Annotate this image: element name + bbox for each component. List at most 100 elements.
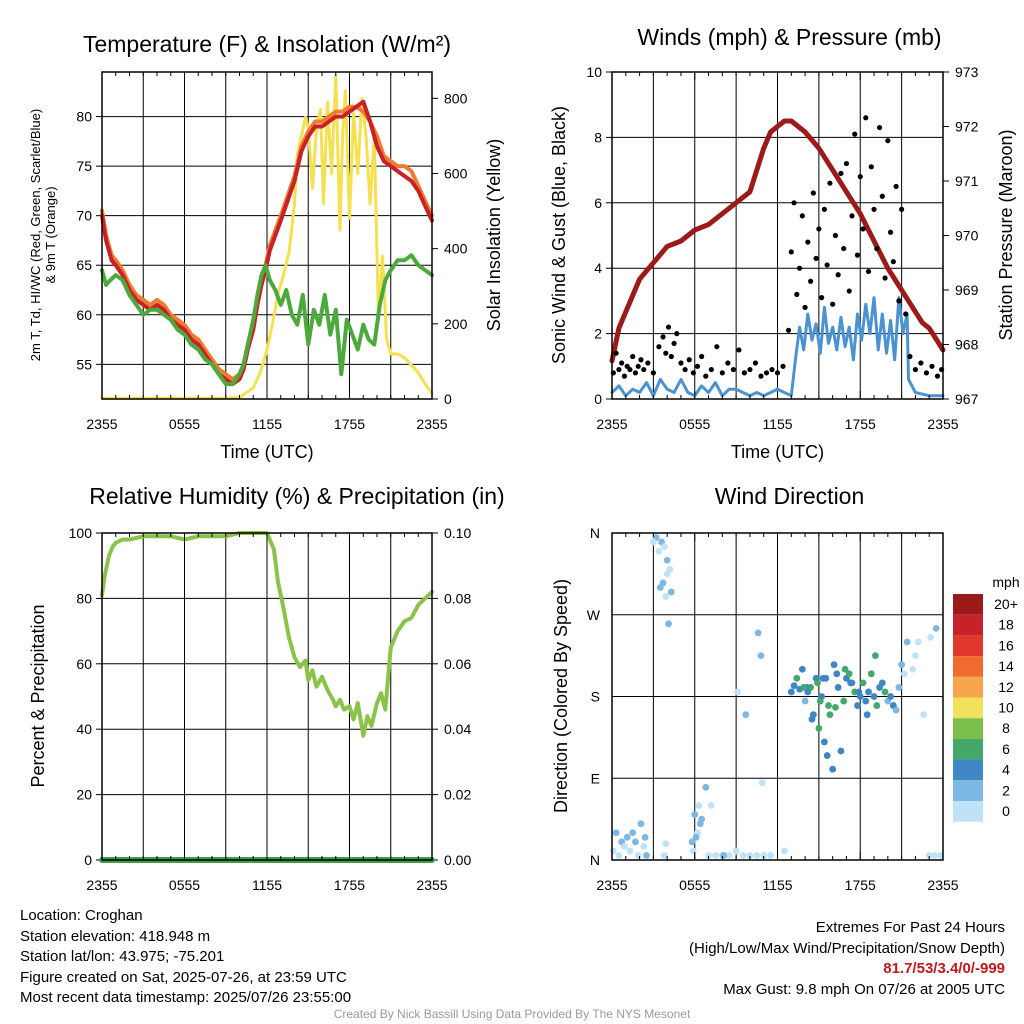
direction-point <box>662 840 670 848</box>
gust-point <box>879 193 885 199</box>
temp-x-tick-label: 2355 <box>416 416 447 432</box>
direction-point <box>649 538 657 546</box>
gust-point <box>769 366 775 373</box>
gust-point <box>758 373 764 379</box>
gust-point <box>821 206 827 212</box>
winds-panel: 0 2 4 6 8 10 967 968 969 970 971 972 973 2355 0555 1155… <box>549 24 1016 462</box>
direction-point <box>900 670 908 678</box>
gust-point <box>708 366 714 373</box>
direction-point <box>665 620 672 628</box>
direction-point <box>739 852 747 859</box>
rh-y2-tick-label: 0.02 <box>444 787 471 803</box>
temp-y-tick-label: 80 <box>76 109 92 125</box>
gust-point <box>671 340 677 347</box>
direction-point <box>892 706 900 714</box>
wind-xlabel: Time (UTC) <box>731 442 824 462</box>
extremes-subtitle: (High/Low/Max Wind/Precipitation/Snow De… <box>689 939 1005 957</box>
gust-point <box>682 366 688 373</box>
dir-y-tick-label: E <box>591 770 600 786</box>
sonic-wind-line <box>610 296 945 398</box>
direction-point <box>830 661 838 669</box>
gust-point <box>763 370 770 376</box>
gust-point <box>857 174 863 180</box>
rh-ylabel: Percent & Precipitation <box>28 604 48 787</box>
direction-point <box>698 815 706 823</box>
colorbar-label: 16 <box>998 637 1014 653</box>
gust-point <box>827 180 833 186</box>
rh-x-tick-label: 2355 <box>416 877 447 893</box>
direction-point <box>626 847 634 855</box>
direction-point <box>870 693 878 700</box>
station-info: Location: Croghan Station elevation: 418… <box>20 906 351 1009</box>
gust-point <box>907 353 913 360</box>
direction-point <box>732 847 740 855</box>
colorbar-swatch <box>953 594 983 615</box>
colorbar-label: 18 <box>998 617 1014 633</box>
colorbar-label: 6 <box>1002 741 1010 757</box>
colorbar-swatch <box>953 780 983 801</box>
direction-point <box>829 765 837 773</box>
direction-point <box>705 852 712 859</box>
gust-point <box>835 272 841 278</box>
direction-point <box>760 852 768 859</box>
gust-point <box>663 350 669 356</box>
colorbar-swatch <box>953 656 983 677</box>
colorbar-swatch <box>953 718 983 739</box>
direction-point <box>780 847 788 855</box>
direction-point <box>881 688 889 696</box>
temp-y-tick-label: 70 <box>76 208 92 224</box>
direction-point <box>878 679 886 687</box>
gust-point <box>799 213 805 219</box>
direction-point <box>865 688 872 696</box>
direction-point <box>787 688 795 696</box>
dir-x-tick-label: 1155 <box>762 877 792 893</box>
direction-point <box>667 588 675 596</box>
max-gust-text: Max Gust: 9.8 mph On 07/26 at 2005 UTC <box>723 980 1005 998</box>
temp-series-line <box>100 74 434 400</box>
direction-point <box>832 704 839 711</box>
gust-point <box>630 353 636 360</box>
gust-point <box>678 360 684 366</box>
gust-point <box>641 366 647 373</box>
colorbar-label: 0 <box>1002 803 1010 819</box>
dir-x-tick-label: 0555 <box>679 877 710 893</box>
extremes-values: 81.7/53/3.4/0/-999 <box>883 960 1005 977</box>
gust-point <box>824 262 830 268</box>
direction-point <box>689 847 697 855</box>
gust-point <box>805 239 811 245</box>
gust-point <box>650 370 656 376</box>
gust-point <box>699 353 705 360</box>
elevation-text: Station elevation: 418.948 m <box>20 927 211 945</box>
temp-x-tick-label: 1755 <box>334 416 365 432</box>
direction-point <box>912 652 919 660</box>
temp-ylabel-line1: 2m T, Td, HI/WC (Red, Green, Scarlet/Blu… <box>28 109 43 361</box>
temp-y-tick-label: 75 <box>76 158 92 174</box>
temp-y-tick-label: 55 <box>76 356 92 372</box>
colorbar-label: 2 <box>1002 782 1010 798</box>
rh-y2-tick-label: 0.06 <box>444 656 471 672</box>
gust-point <box>871 206 877 212</box>
pressure-line <box>609 118 946 364</box>
direction-point <box>663 556 671 564</box>
gust-point <box>788 249 794 255</box>
gust-point <box>868 164 874 170</box>
wind-title: Winds (mph) & Pressure (mb) <box>637 24 941 50</box>
wind-direction-panel: N E S W N 2355 0555 1155 1755 2355 Wind Direction D… <box>551 483 1020 893</box>
temp-xlabel: Time (UTC) <box>220 442 313 462</box>
gust-point <box>774 370 781 376</box>
direction-point <box>845 670 853 678</box>
rh-x-tick-label: 1155 <box>252 877 282 893</box>
direction-point <box>872 652 879 660</box>
extremes-block: Extremes For Past 24 Hours (High/Low/Max… <box>689 918 1005 1000</box>
direction-point <box>702 783 710 791</box>
gust-point <box>816 226 822 232</box>
dir-x-tick-label: 1755 <box>845 877 876 893</box>
direction-point <box>612 829 620 837</box>
direction-point <box>798 665 806 673</box>
colorbar-swatch <box>953 676 983 698</box>
direction-point <box>757 652 765 660</box>
direction-point <box>909 665 917 673</box>
gust-point <box>874 245 880 252</box>
wind-x-tick-label: 1155 <box>762 416 792 432</box>
